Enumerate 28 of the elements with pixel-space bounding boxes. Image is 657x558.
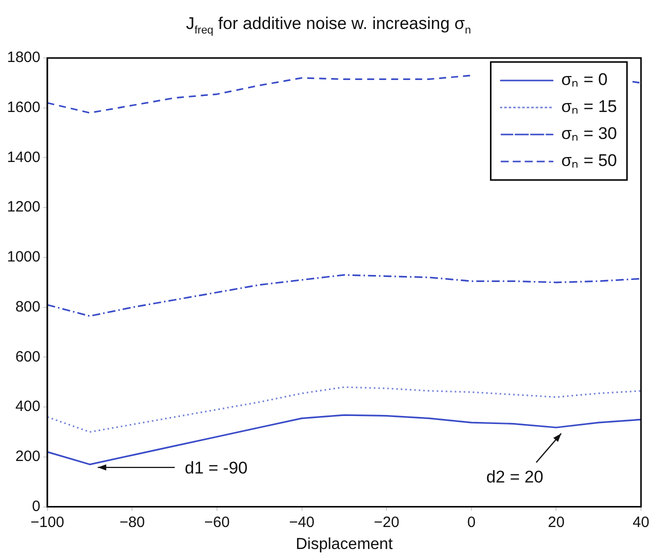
legend-label: σₙ = 30	[561, 124, 618, 144]
x-tick-label: −80	[119, 514, 145, 531]
x-tick-label: −100	[30, 514, 64, 531]
y-tick-label: 1000	[6, 248, 40, 266]
y-tick-label: 1600	[6, 99, 40, 116]
x-tick-label: 0	[467, 514, 476, 531]
legend-label: σₙ = 15	[561, 97, 618, 116]
legend-label: σₙ = 50	[561, 151, 618, 170]
annotation: d2 = 20	[486, 468, 544, 487]
y-tick-label: 0	[32, 498, 40, 515]
x-tick-label: −40	[289, 514, 315, 531]
line-series	[46, 274, 642, 317]
x-tick-label: −20	[374, 514, 400, 531]
y-tick-label: 400	[15, 398, 40, 416]
x-tick-label: −60	[204, 514, 230, 531]
x-axis-title: Displacement	[296, 536, 394, 553]
x-tick-label: 40	[632, 514, 650, 531]
y-tick-label: 200	[15, 448, 40, 466]
line-series	[46, 386, 642, 433]
y-tick-label: 1800	[6, 49, 40, 66]
y-tick-label: 600	[15, 348, 40, 366]
chart-title: J$_{freq}$ for additive noise w. increasing σ$_{n}$	[184, 14, 472, 36]
y-tick-label: 800	[15, 298, 40, 316]
x-tick-label: 20	[548, 514, 565, 531]
legend-label: σₙ = 0	[561, 70, 608, 90]
y-tick-label: 1200	[6, 198, 40, 216]
y-tick-label: 1400	[6, 148, 40, 166]
annotation: d1 = -90	[184, 458, 248, 478]
